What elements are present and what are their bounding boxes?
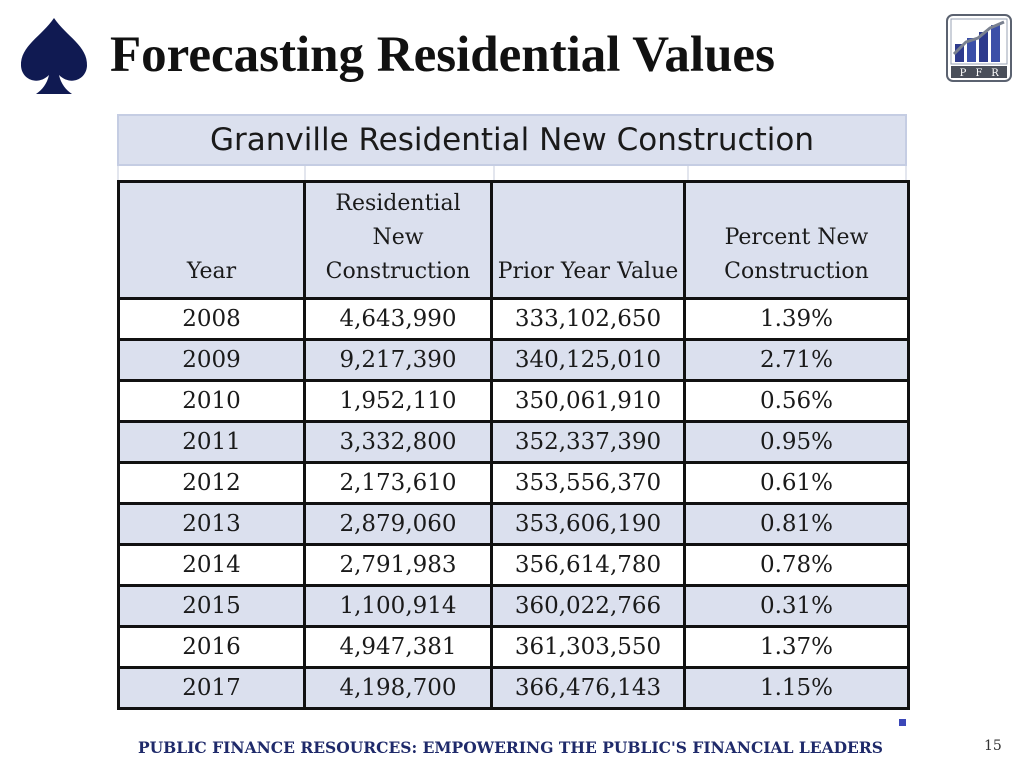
page-title: Forecasting Residential Values (110, 27, 775, 83)
cell-prior-value: 352,337,390 (490, 420, 686, 464)
cell-new-construction: 1,100,914 (303, 584, 493, 628)
cell-prior-value: 361,303,550 (490, 625, 686, 669)
cell-prior-value: 340,125,010 (490, 338, 686, 382)
cell-percent: 0.31% (683, 584, 910, 628)
page-number: 15 (984, 738, 1002, 754)
cell-new-construction: 9,217,390 (303, 338, 493, 382)
header-year: Year (117, 180, 306, 300)
logo-letter-f: F (976, 68, 983, 79)
header-residential-new-construction: Residential New Construction (303, 180, 493, 300)
cell-new-construction: 2,879,060 (303, 502, 493, 546)
table-row: 2010 1,952,110 350,061,910 0.56% (117, 379, 910, 423)
table-row: 2012 2,173,610 353,556,370 0.61% (117, 461, 910, 505)
cell-percent: 0.95% (683, 420, 910, 464)
cell-year: 2017 (117, 666, 306, 710)
cell-new-construction: 4,198,700 (303, 666, 493, 710)
table-caption: Granville Residential New Construction (117, 114, 907, 166)
cell-year: 2009 (117, 338, 306, 382)
table-row: 2009 9,217,390 340,125,010 2.71% (117, 338, 910, 382)
cell-year: 2011 (117, 420, 306, 464)
cell-prior-value: 353,556,370 (490, 461, 686, 505)
cell-new-construction: 1,952,110 (303, 379, 493, 423)
cell-year: 2008 (117, 297, 306, 341)
table-row: 2013 2,879,060 353,606,190 0.81% (117, 502, 910, 546)
cell-year: 2010 (117, 379, 306, 423)
cell-percent: 1.39% (683, 297, 910, 341)
footer-tagline: PUBLIC FINANCE RESOURCES: EMPOWERING THE… (138, 738, 883, 757)
cell-year: 2013 (117, 502, 306, 546)
table-row: 2015 1,100,914 360,022,766 0.31% (117, 584, 910, 628)
cell-year: 2014 (117, 543, 306, 587)
logo-letter-r: R (991, 68, 999, 79)
cell-year: 2016 (117, 625, 306, 669)
construction-table: Year Residential New Construction Prior … (117, 180, 910, 710)
cell-percent: 0.61% (683, 461, 910, 505)
cell-percent: 2.71% (683, 338, 910, 382)
cell-new-construction: 2,173,610 (303, 461, 493, 505)
table-row: 2011 3,332,800 352,337,390 0.95% (117, 420, 910, 464)
caption-spacer (117, 166, 907, 180)
header-percent-new-construction: Percent New Construction (683, 180, 910, 300)
cell-year: 2012 (117, 461, 306, 505)
header-prior-year-value: Prior Year Value (490, 180, 686, 300)
cell-percent: 0.78% (683, 543, 910, 587)
cell-new-construction: 4,643,990 (303, 297, 493, 341)
pfr-logo-icon: P F R (946, 14, 1012, 82)
table-row: 2014 2,791,983 356,614,780 0.78% (117, 543, 910, 587)
cell-prior-value: 353,606,190 (490, 502, 686, 546)
table-row: 2016 4,947,381 361,303,550 1.37% (117, 625, 910, 669)
table-row: 2008 4,643,990 333,102,650 1.39% (117, 297, 910, 341)
cell-year: 2015 (117, 584, 306, 628)
cell-percent: 0.81% (683, 502, 910, 546)
cell-new-construction: 3,332,800 (303, 420, 493, 464)
cell-prior-value: 366,476,143 (490, 666, 686, 710)
cell-percent: 0.56% (683, 379, 910, 423)
cell-prior-value: 333,102,650 (490, 297, 686, 341)
logo-letter-p: P (960, 68, 967, 79)
cell-new-construction: 2,791,983 (303, 543, 493, 587)
table-row: 2017 4,198,700 366,476,143 1.15% (117, 666, 910, 710)
cell-prior-value: 360,022,766 (490, 584, 686, 628)
cell-percent: 1.15% (683, 666, 910, 710)
spade-icon (20, 18, 88, 94)
construction-table-container: Granville Residential New Construction Y… (117, 114, 910, 710)
cell-prior-value: 350,061,910 (490, 379, 686, 423)
cell-new-construction: 4,947,381 (303, 625, 493, 669)
table-resize-handle[interactable] (899, 719, 906, 726)
table-header-row: Year Residential New Construction Prior … (117, 180, 910, 300)
cell-percent: 1.37% (683, 625, 910, 669)
cell-prior-value: 356,614,780 (490, 543, 686, 587)
